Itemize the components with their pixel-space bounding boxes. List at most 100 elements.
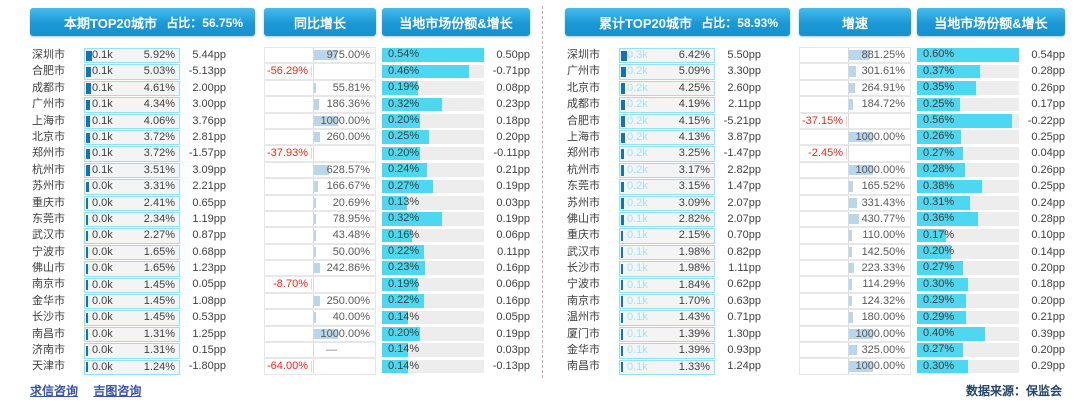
growth-bar — [310, 66, 312, 77]
local-share-pp-change: 0.28pp — [1031, 65, 1065, 78]
city-share-pct: 4.34% — [143, 98, 175, 111]
link-jitu-consulting[interactable]: 吉图咨询 — [93, 384, 142, 398]
volume-cell: 0.0k 1.65% — [84, 261, 180, 277]
growth-zero-axis — [848, 179, 849, 194]
local-share-cell: 0.22% — [382, 294, 484, 308]
local-share-cell: 0.38% — [917, 179, 1019, 194]
growth-cell: 881.25% — [799, 47, 911, 64]
local-share-header-button[interactable]: 当地市场份额&增长 — [382, 8, 530, 36]
link-qiuxin-consulting[interactable]: 求信咨询 — [30, 384, 79, 398]
growth-bar — [849, 50, 871, 61]
local-share-pp-change: 0.14pp — [1031, 245, 1065, 258]
table-row: 成都市 0.2k 4.19% 2.11pp 184.72% 0.25% 0.17pp — [565, 96, 1065, 113]
volume-cell: 0.0k 2.27% — [84, 228, 180, 244]
volume-label: 0.1k — [627, 278, 648, 291]
city-name: 佛山市 — [32, 262, 65, 275]
local-share-cell: 0.29% — [917, 294, 1019, 308]
growth-zero-axis — [313, 162, 314, 178]
growth-bar — [845, 148, 847, 159]
growth-zero-axis — [313, 179, 314, 194]
local-share-bar — [917, 212, 979, 226]
volume-minibar — [621, 329, 623, 340]
current-share-of-total: 占比：56.75% — [166, 15, 243, 30]
growth-cell: 180.00% — [799, 309, 911, 326]
growth-zero-axis — [313, 146, 314, 161]
current-top20-header-button[interactable]: 本期TOP20城市 占比：56.75% — [30, 8, 255, 36]
local-share-bar — [917, 228, 946, 243]
local-share-bar — [382, 130, 430, 144]
volume-minibar — [621, 247, 623, 258]
local-share-pp-change: 0.26pp — [1031, 163, 1065, 176]
growth-cell: 260.00% — [264, 128, 376, 146]
local-share-bar — [917, 310, 967, 325]
local-share-bar — [382, 310, 409, 325]
table-row: 广州市 0.1k 4.34% 3.00pp 186.36% 0.32% 0.23pp — [30, 96, 530, 113]
volume-minibar — [621, 66, 626, 78]
city-share-pct: 1.31% — [143, 327, 175, 340]
share-pp-change: 2.82pp — [727, 163, 761, 176]
volume-cell: 0.2k 4.19% — [619, 97, 715, 113]
local-share-pp-change: 0.25pp — [1031, 130, 1065, 143]
growth-cell: 250.00% — [264, 292, 376, 310]
table-row: 宁波市 0.0k 1.65% 0.68pp 50.00% 0.22% 0.11pp — [30, 243, 530, 261]
city-share-pct: 2.82% — [678, 213, 710, 225]
local-share-bar — [382, 277, 418, 292]
growth-bar — [849, 328, 873, 340]
city-name: 温州市 — [567, 311, 600, 324]
volume-minibar — [86, 263, 88, 275]
growth-rate-header-button[interactable]: 增速 — [799, 8, 911, 36]
local-share-pp-change: 0.20pp — [496, 130, 530, 143]
local-share-pp-change: -0.71pp — [492, 65, 530, 78]
city-share-pct: 2.41% — [143, 196, 175, 209]
volume-minibar — [621, 198, 624, 209]
city-name: 成都市 — [567, 98, 600, 111]
share-pp-change: 0.15pp — [192, 344, 226, 357]
growth-bar — [314, 131, 321, 143]
city-name: 南京市 — [32, 278, 65, 291]
volume-label: 0.1k — [627, 327, 648, 340]
growth-cell: 1000.00% — [799, 325, 911, 343]
local-share-cell: 0.22% — [382, 245, 484, 259]
volume-label: 0.1k — [627, 245, 648, 258]
volume-minibar — [86, 50, 92, 61]
table-row: 南昌市 0.0k 1.31% 1.25pp 1000.00% 0.20% 0.19pp — [30, 325, 530, 343]
city-share-pct: 1.45% — [143, 278, 175, 291]
volume-minibar — [621, 214, 624, 225]
volume-minibar — [86, 214, 89, 225]
volume-cell: 0.0k 3.31% — [84, 179, 180, 195]
growth-value: 110.00% — [862, 229, 905, 242]
volume-label: 0.1k — [92, 131, 113, 144]
city-name: 东莞市 — [567, 180, 600, 193]
growth-bar — [849, 312, 854, 323]
volume-cell: 0.1k 1.70% — [619, 293, 715, 310]
local-share-bar — [917, 146, 963, 161]
local-share-header-button[interactable]: 当地市场份额&增长 — [917, 8, 1065, 36]
volume-label: 0.1k — [92, 49, 113, 62]
local-share-bar — [382, 343, 409, 358]
local-share-pp-change: 0.23pp — [496, 98, 530, 111]
cumulative-top20-title: 累计TOP20城市 — [599, 15, 692, 31]
volume-label: 0.1k — [627, 344, 648, 357]
share-pp-change: 0.93pp — [727, 344, 761, 357]
volume-minibar — [621, 230, 623, 242]
local-share-bar — [382, 245, 424, 259]
table-row: 佛山市 0.0k 1.65% 1.23pp 242.86% 0.23% 0.16pp — [30, 260, 530, 277]
growth-zero-axis — [313, 48, 314, 63]
city-share-pct: 1.39% — [678, 344, 710, 357]
growth-zero-axis — [313, 310, 314, 325]
local-share-cell: 0.32% — [382, 97, 484, 112]
yoy-growth-header-button[interactable]: 同比增长 — [264, 8, 376, 36]
city-name: 武汉市 — [567, 245, 600, 258]
volume-label: 0.2k — [627, 131, 648, 144]
local-share-value: 0.27% — [388, 179, 420, 192]
local-share-cell: 0.13% — [382, 195, 484, 210]
local-share-cell: 0.60% — [917, 48, 1019, 62]
local-share-value: 0.19% — [388, 277, 420, 290]
growth-cell: 166.67% — [264, 178, 376, 195]
growth-zero-axis — [848, 277, 849, 292]
cumulative-top20-header-button[interactable]: 累计TOP20城市 占比：58.93% — [565, 8, 790, 36]
volume-minibar — [621, 148, 624, 160]
city-name: 长沙市 — [32, 311, 65, 324]
local-share-pp-change: -0.13pp — [492, 360, 530, 373]
growth-zero-axis — [848, 129, 849, 145]
